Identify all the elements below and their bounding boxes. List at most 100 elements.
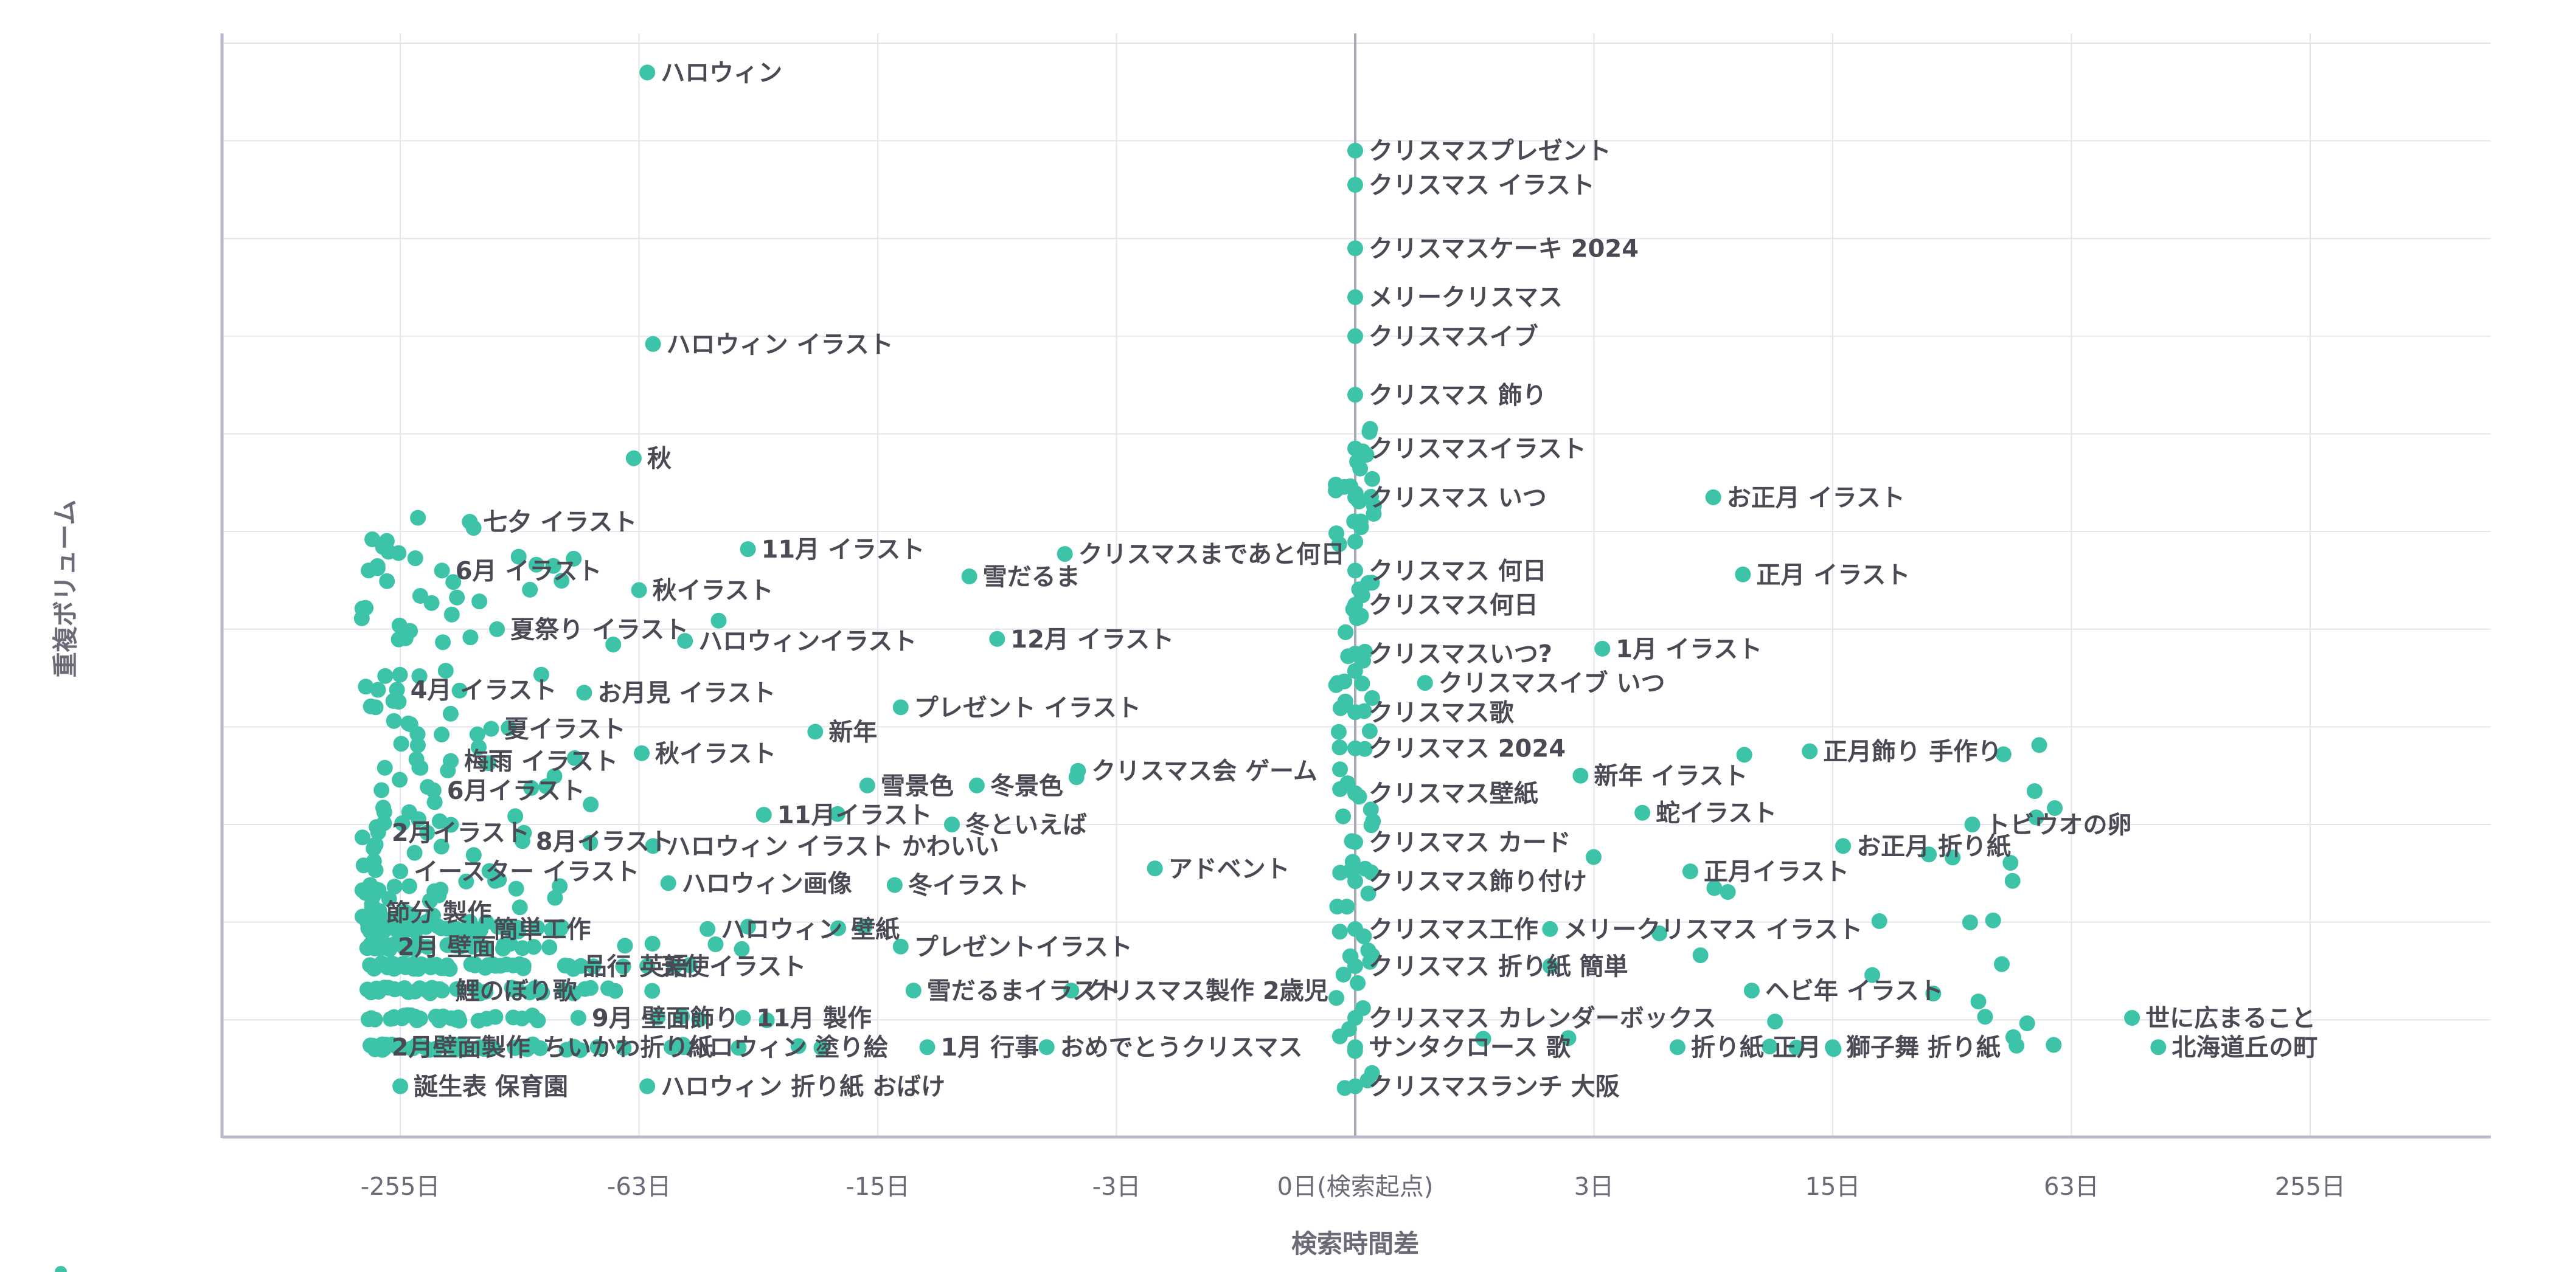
point-label: サンタクロース 歌: [1369, 1034, 1571, 1062]
data-point: [376, 804, 392, 820]
data-point: [481, 863, 498, 879]
data-point: [1767, 1014, 1783, 1030]
labeled-data-point: [364, 904, 381, 921]
point-label: クリスマス 2024: [1369, 735, 1566, 763]
data-point: [1331, 924, 1348, 940]
data-point: [529, 919, 546, 936]
point-label: 秋イラスト: [655, 740, 776, 768]
data-point: [526, 939, 542, 955]
data-point: [1361, 424, 1378, 440]
data-point: [1945, 849, 1961, 866]
labeled-data-point: [1347, 740, 1363, 756]
data-point: [367, 699, 384, 716]
data-point: [2002, 855, 2019, 871]
data-point: [409, 1011, 426, 1028]
data-point: [1330, 724, 1347, 740]
point-label: メリークリスマス イラスト: [1563, 916, 1863, 944]
data-point: [406, 941, 422, 957]
data-point: [512, 957, 529, 973]
data-point: [470, 1012, 487, 1029]
labeled-data-point: [989, 631, 1005, 647]
data-point: [409, 1037, 425, 1053]
point-label: 雪景色: [881, 772, 954, 800]
point-label: 正月 イラスト: [1756, 561, 1910, 589]
labeled-data-point: [740, 541, 756, 558]
x-tick-label: -255日: [361, 1173, 440, 1201]
labeled-data-point: [1594, 640, 1611, 657]
data-point: [1352, 460, 1369, 477]
point-label: 折り紙 正月: [1691, 1034, 1821, 1062]
data-point: [471, 593, 488, 610]
data-point: [1651, 925, 1668, 942]
data-point: [391, 631, 407, 648]
data-point: [370, 882, 387, 898]
data-point: [1970, 994, 1987, 1010]
point-label: メリークリスマス: [1369, 284, 1563, 312]
point-label: 新年: [828, 718, 877, 746]
point-label: ハロウィン画像: [682, 869, 852, 897]
point-label: クリスマス会 ゲーム: [1091, 758, 1318, 786]
data-point: [829, 806, 845, 822]
x-tick-label: -3日: [1092, 1173, 1141, 1201]
data-point: [1339, 899, 1355, 915]
data-point: [1720, 884, 1736, 900]
data-point: [567, 750, 583, 766]
data-point: [616, 1040, 632, 1056]
x-tick-label: 15日: [1805, 1173, 1861, 1201]
data-point: [1347, 663, 1363, 679]
data-point: [1921, 846, 1937, 863]
point-label: ハロウィン 壁紙: [721, 916, 900, 944]
labeled-data-point: [859, 777, 875, 793]
data-point: [582, 835, 599, 851]
data-point: [370, 682, 386, 698]
data-point: [589, 1039, 606, 1056]
data-point: [469, 726, 485, 742]
data-point: [681, 957, 698, 973]
data-point: [524, 1008, 541, 1024]
labeled-data-point: [1147, 860, 1163, 877]
data-point: [566, 985, 582, 1001]
labeled-data-point: [443, 753, 459, 769]
point-label: 1月 イラスト: [1616, 635, 1762, 663]
data-point: [394, 815, 411, 831]
labeled-data-point: [1347, 440, 1363, 457]
point-label: 1月 行事: [941, 1034, 1040, 1062]
data-point: [1962, 914, 1978, 931]
point-label: 北海道丘の町: [2172, 1034, 2317, 1062]
data-point: [363, 984, 379, 1001]
labeled-data-point: [1669, 1039, 1686, 1056]
data-point: [1361, 723, 1378, 739]
labeled-data-point: [370, 1039, 386, 1056]
data-point: [734, 941, 750, 957]
legend-marker: [55, 1266, 67, 1272]
labeled-data-point: [735, 1010, 751, 1026]
labeled-data-point: [1347, 1078, 1363, 1094]
point-label: プレゼント イラスト: [914, 694, 1141, 722]
x-axis-title: 検索時間差: [1291, 1229, 1419, 1259]
data-point: [1364, 471, 1380, 487]
data-point: [1925, 986, 1942, 1001]
point-label: トビウオの卵: [1986, 811, 2132, 839]
data-point: [510, 548, 527, 565]
data-point: [392, 666, 408, 683]
data-point: [353, 610, 370, 626]
labeled-data-point: [576, 685, 592, 701]
labeled-data-point: [1347, 1010, 1363, 1026]
point-label: 4月 イラスト: [411, 676, 557, 704]
labeled-data-point: [489, 621, 505, 637]
labeled-data-point: [1347, 489, 1363, 505]
labeled-data-point: [625, 450, 642, 466]
y-axis-title: 重複ボリューム: [50, 500, 80, 678]
labeled-data-point: [389, 682, 405, 698]
point-label: 梅雨 イラスト: [464, 748, 618, 776]
data-point: [392, 772, 408, 788]
point-label: クリスマス 何日: [1369, 557, 1547, 585]
data-point: [432, 882, 449, 898]
labeled-data-point: [392, 1078, 409, 1094]
point-label: 6月 イラスト: [456, 557, 602, 585]
point-label: クリスマスプレゼント: [1369, 137, 1611, 165]
labeled-data-point: [700, 921, 716, 937]
point-label: プレゼントイラスト: [914, 933, 1133, 961]
data-point: [463, 956, 479, 972]
point-label: 2月 壁面: [398, 933, 496, 961]
